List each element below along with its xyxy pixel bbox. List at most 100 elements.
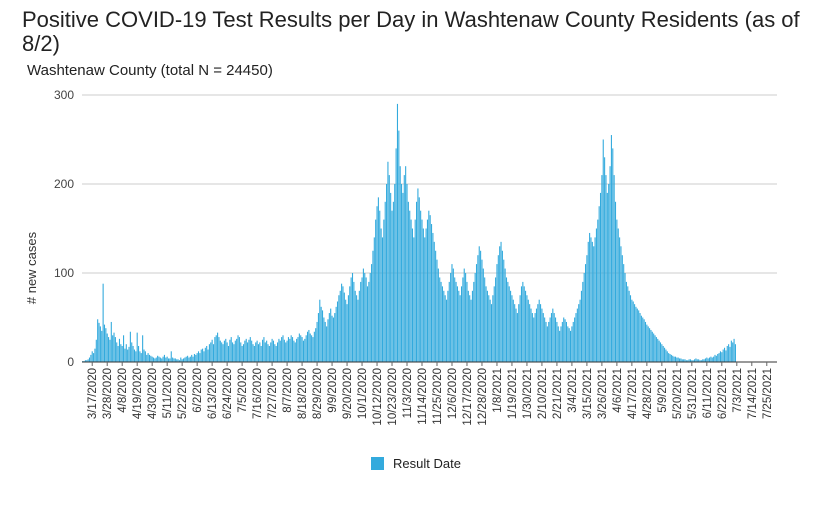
- bar: [338, 295, 340, 362]
- bar: [163, 354, 165, 362]
- bar: [116, 342, 118, 362]
- bar: [568, 328, 570, 362]
- bar: [500, 241, 502, 362]
- bar: [680, 358, 682, 362]
- x-tick-label: 8/7/2020: [282, 368, 294, 413]
- bar: [87, 359, 89, 362]
- x-tick-label: 1/30/2021: [522, 368, 534, 419]
- bar: [717, 353, 719, 362]
- x-tick-label: 7/25/2021: [762, 368, 774, 419]
- bar: [417, 188, 419, 362]
- bar: [565, 321, 567, 362]
- bar: [108, 337, 110, 362]
- bar: [143, 349, 145, 362]
- bar: [503, 259, 505, 362]
- bar: [237, 335, 239, 362]
- y-axis-label: # new cases: [24, 231, 39, 304]
- chart-title: Positive COVID-19 Test Results per Day i…: [22, 7, 800, 56]
- bar: [679, 358, 681, 362]
- x-tick-label: 5/20/2021: [672, 368, 684, 419]
- bar: [670, 354, 672, 362]
- bar: [688, 359, 690, 362]
- bar: [440, 281, 442, 362]
- bar: [178, 360, 180, 362]
- bar: [616, 219, 618, 362]
- bar: [674, 356, 677, 362]
- bar: [112, 335, 114, 362]
- bar: [342, 286, 344, 362]
- bar: [221, 342, 223, 362]
- bar: [553, 313, 555, 362]
- bar: [361, 277, 363, 362]
- bar: [410, 219, 412, 362]
- bar: [398, 130, 400, 362]
- x-tick-label: 10/12/2020: [372, 368, 384, 426]
- bar: [84, 360, 86, 362]
- x-tick-label: 10/23/2020: [387, 368, 399, 426]
- bar: [535, 308, 538, 362]
- bar: [388, 175, 390, 362]
- bar: [514, 304, 516, 362]
- bar: [236, 338, 238, 362]
- bar: [189, 356, 191, 362]
- bar: [699, 360, 701, 362]
- bar: [335, 306, 337, 362]
- bar: [575, 313, 577, 362]
- bar: [319, 299, 321, 362]
- bar: [465, 273, 467, 362]
- bar: [552, 308, 554, 362]
- bar: [499, 246, 501, 362]
- bar: [669, 353, 671, 362]
- bar: [589, 232, 591, 362]
- bar: [574, 317, 576, 362]
- bar: [694, 359, 696, 362]
- bar: [649, 328, 651, 362]
- bar: [729, 346, 731, 362]
- bar: [214, 337, 216, 362]
- bar: [486, 290, 488, 362]
- bar: [416, 201, 418, 362]
- bar: [639, 313, 641, 362]
- bar: [172, 357, 174, 362]
- bar: [549, 317, 551, 362]
- bar: [726, 345, 728, 362]
- x-tick-label: 12/6/2020: [447, 368, 459, 419]
- legend[interactable]: Result Date: [371, 456, 461, 471]
- bar: [202, 348, 204, 362]
- bar: [232, 342, 234, 362]
- bar: [383, 219, 385, 362]
- bar: [614, 201, 617, 362]
- bar: [525, 290, 527, 362]
- bar: [144, 351, 146, 362]
- bar: [226, 342, 228, 362]
- bar: [687, 360, 689, 362]
- bar: [203, 351, 205, 362]
- bar: [394, 184, 396, 362]
- bar: [251, 340, 253, 362]
- bar: [587, 241, 589, 362]
- bar: [293, 340, 295, 362]
- bar: [327, 319, 329, 362]
- bar: [689, 359, 692, 362]
- bar: [632, 301, 634, 362]
- bar: [718, 353, 720, 362]
- bar: [602, 139, 604, 362]
- bar: [719, 351, 721, 362]
- bar: [283, 339, 285, 362]
- bar: [300, 335, 302, 362]
- bar: [608, 184, 610, 362]
- bar: [146, 354, 148, 362]
- bar: [407, 201, 409, 362]
- bar: [215, 335, 217, 362]
- x-tick-label: 9/20/2020: [342, 368, 354, 419]
- bar: [366, 286, 369, 362]
- bar: [341, 283, 343, 362]
- bar: [376, 206, 378, 362]
- bar: [480, 250, 482, 362]
- bar: [305, 335, 307, 362]
- bar: [691, 360, 693, 362]
- y-tick-label: 100: [54, 266, 74, 280]
- bar: [507, 281, 509, 362]
- bar: [619, 237, 621, 362]
- bar: [489, 299, 491, 362]
